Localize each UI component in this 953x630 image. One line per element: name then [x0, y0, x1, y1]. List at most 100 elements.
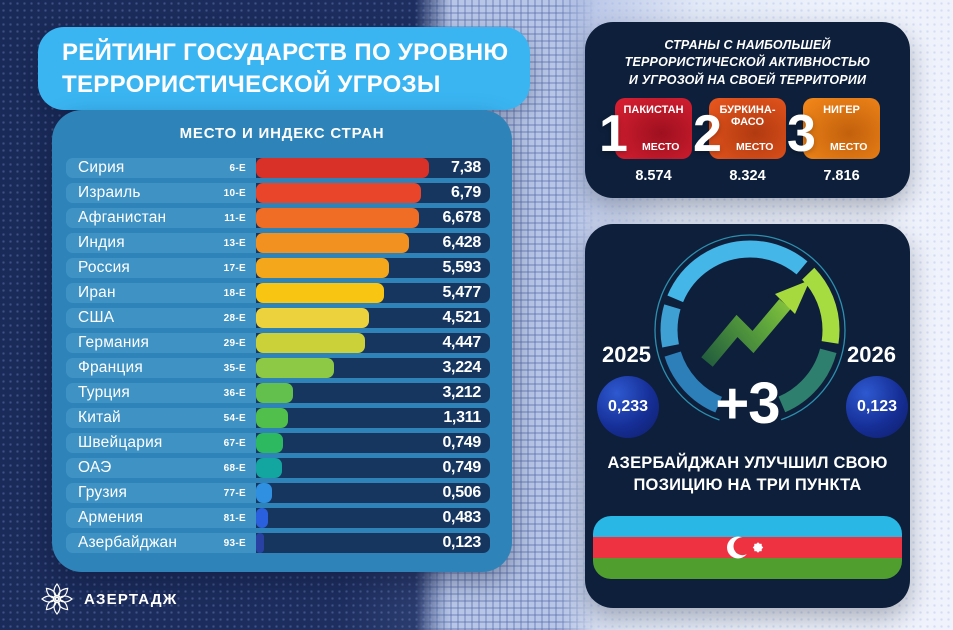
country-name: Индия [78, 234, 125, 251]
top3-place-label: МЕСТО [830, 140, 868, 153]
index-bar [256, 333, 365, 353]
index-bar [256, 483, 273, 503]
index-bar-track: 5,593 [256, 258, 490, 278]
country-label-pill: Сирия 6-Е [66, 158, 256, 178]
country-label-pill: США 28-Е [66, 308, 256, 328]
index-circle-2025: 0,233 [597, 376, 659, 438]
country-name: Иран [78, 284, 116, 301]
azerbaijan-flag [593, 516, 902, 579]
index-value: 0,506 [442, 484, 481, 501]
country-label-pill: ОАЭ 68-Е [66, 458, 256, 478]
brand-name: АЗЕРТАДЖ [84, 590, 178, 608]
index-value: 6,79 [451, 184, 481, 201]
table-row: США 28-Е 4,521 [66, 308, 490, 328]
country-rank: 17-Е [223, 262, 246, 274]
gauge-segment-top-cyan [660, 240, 840, 420]
index-circle-2026: 0,123 [846, 376, 908, 438]
index-bar-track: 4,521 [256, 308, 490, 328]
top3-index-value: 7.816 [823, 167, 860, 184]
top3-card-box: ПАКИСТАН МЕСТО [615, 97, 692, 159]
country-rank: 93-Е [223, 537, 246, 549]
year-label-2026: 2026 [847, 342, 896, 367]
country-name: Армения [78, 509, 144, 526]
country-name: Азербайджан [78, 534, 178, 551]
gauge-caption: АЗЕРБАЙДЖАН УЛУЧШИЛ СВОЮ ПОЗИЦИЮ НА ТРИ … [585, 453, 910, 497]
index-bar-track: 4,447 [256, 333, 490, 353]
top3-place-number: 1 [599, 104, 628, 163]
index-bar [256, 433, 283, 453]
index-bar-track: 6,79 [256, 183, 490, 203]
country-rank: 10-Е [223, 187, 246, 199]
country-label-pill: Грузия 77-Е [66, 483, 256, 503]
table-row: Иран 18-Е 5,477 [66, 283, 490, 303]
gauge-panel: 2025 2026 0,233 0,123 +3 АЗЕРБАЙДЖАН УЛУ… [585, 224, 910, 608]
page-title: РЕЙТИНГ ГОСУДАРСТВ ПО УРОВНЮ ТЕРРОРИСТИЧ… [38, 27, 530, 110]
index-bar [256, 308, 370, 328]
country-label-pill: Китай 54-Е [66, 408, 256, 428]
country-label-pill: Азербайджан 93-Е [66, 533, 256, 553]
country-rank: 11-Е [224, 212, 246, 224]
country-name: Турция [78, 384, 130, 401]
index-value: 0,749 [442, 434, 481, 451]
country-name: США [78, 309, 115, 326]
index-value: 4,521 [442, 309, 481, 326]
country-label-pill: Иран 18-Е [66, 283, 256, 303]
country-label-pill: Франция 35-Е [66, 358, 256, 378]
index-bar-track: 3,224 [256, 358, 490, 378]
index-value: 6,428 [442, 234, 481, 251]
index-value: 7,38 [451, 159, 481, 176]
flag-stripe-green [593, 558, 902, 579]
country-rank: 6-Е [229, 162, 246, 174]
country-rank: 67-Е [223, 437, 246, 449]
country-rank: 77-Е [223, 487, 246, 499]
gauge-chart [654, 234, 846, 426]
table-row: ОАЭ 68-Е 0,749 [66, 458, 490, 478]
index-bar [256, 283, 384, 303]
index-value: 3,212 [442, 384, 481, 401]
index-bar-track: 0,749 [256, 433, 490, 453]
country-rank: 36-Е [223, 387, 246, 399]
table-row: Турция 36-Е 3,212 [66, 383, 490, 403]
country-rank: 13-Е [223, 237, 246, 249]
top3-index-value: 8.574 [635, 167, 672, 184]
trend-arrow-icon [701, 299, 791, 367]
top3-country-name: БУРКИНА- ФАСО [719, 103, 776, 129]
top3-card-box: БУРКИНА- ФАСО МЕСТО [709, 97, 786, 159]
gauge-segment-upper-left-lightblue [660, 240, 840, 420]
top3-title-line2: ТЕРРОРИСТИЧЕСКОЙ АКТИВНОСТЬЮ [624, 55, 871, 70]
country-label-pill: Афганистан 11-Е [66, 208, 256, 228]
flag-stripe-blue [593, 516, 902, 537]
table-row: Азербайджан 93-Е 0,123 [66, 533, 490, 553]
table-row: Грузия 77-Е 0,506 [66, 483, 490, 503]
table-row: Швейцария 67-Е 0,749 [66, 433, 490, 453]
country-name: Китай [78, 409, 121, 426]
table-row: Армения 81-Е 0,483 [66, 508, 490, 528]
country-name: Афганистан [78, 209, 167, 226]
country-rank: 18-Е [223, 287, 246, 299]
top3-card-box: НИГЕР МЕСТО [803, 97, 880, 159]
country-label-pill: Германия 29-Е [66, 333, 256, 353]
index-bar-track: 7,38 [256, 158, 490, 178]
index-value: 0,123 [442, 534, 481, 551]
top3-title-line1: СТРАНЫ С НАИБОЛЬШЕЙ [664, 38, 831, 52]
index-bar [256, 508, 268, 528]
page-title-line1: РЕЙТИНГ ГОСУДАРСТВ ПО УРОВНЮ [62, 38, 509, 66]
top3-place-number: 2 [693, 104, 722, 163]
country-label-pill: Израиль 10-Е [66, 183, 256, 203]
index-bar [256, 533, 265, 553]
country-name: Германия [78, 334, 150, 351]
table-row: Китай 54-Е 1,311 [66, 408, 490, 428]
country-rank: 28-Е [223, 312, 246, 324]
gauge-segment-right-green [660, 240, 840, 420]
index-bar-track: 6,678 [256, 208, 490, 228]
top3-card: БУРКИНА- ФАСО МЕСТО 2 8.324 [693, 97, 786, 184]
index-value: 5,477 [442, 284, 481, 301]
gauge-outline-ring [654, 234, 846, 426]
country-name: Франция [78, 359, 143, 376]
index-bar-track: 0,749 [256, 458, 490, 478]
index-bar [256, 383, 294, 403]
index-bar [256, 408, 288, 428]
index-bar [256, 208, 419, 228]
index-value: 0,749 [442, 459, 481, 476]
